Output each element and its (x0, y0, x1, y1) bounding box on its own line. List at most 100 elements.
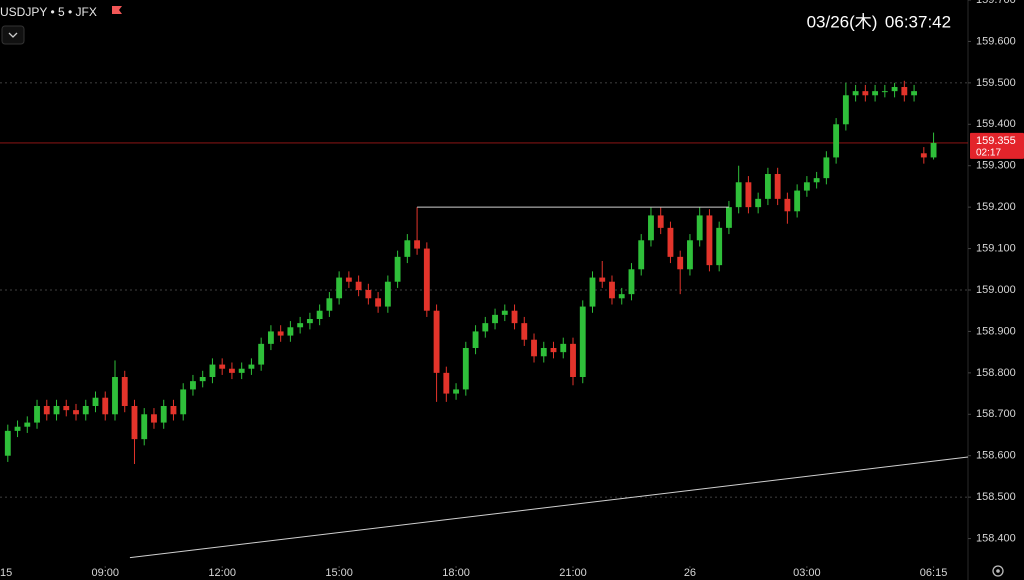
candle-body (462, 348, 469, 390)
candle-body (453, 389, 459, 394)
candle-body (82, 406, 89, 415)
clock: 06:37:42 (885, 12, 951, 31)
candle-body (881, 91, 888, 93)
candle-body (404, 240, 411, 257)
drawn-line (129, 456, 969, 559)
candle-body (735, 182, 742, 208)
candle-body (852, 91, 859, 96)
symbol: USDJPY • 5 • JFX (0, 5, 97, 19)
candle-body (482, 323, 489, 332)
candle-body (823, 157, 830, 179)
candle-body (316, 310, 323, 319)
candle-body (277, 331, 284, 336)
candle-body (102, 397, 109, 415)
candle-body (258, 343, 265, 365)
x-tick-label: 15 (0, 567, 12, 579)
y-tick-label: 158.700 (976, 408, 1016, 420)
candle-body (677, 256, 684, 270)
candle-body (267, 331, 274, 344)
candle-body (531, 339, 537, 357)
candle-body (842, 95, 849, 125)
x-tick-label: 26 (684, 567, 696, 579)
y-tick-label: 159.300 (976, 160, 1016, 172)
y-tick-label: 159.500 (976, 77, 1016, 89)
y-tick-label: 159.100 (976, 242, 1016, 254)
candle-body (394, 256, 401, 282)
candle-body (53, 406, 60, 415)
candle-body (764, 174, 771, 199)
candle-body (190, 381, 196, 390)
y-tick-label: 158.500 (976, 491, 1016, 503)
y-tick-label: 158.900 (976, 325, 1016, 337)
x-tick-label: 18:00 (442, 567, 470, 579)
candle-body (511, 310, 518, 324)
candle-body (433, 310, 440, 373)
candle-body (872, 91, 879, 96)
candle-body (43, 406, 50, 415)
candle-body (248, 364, 255, 369)
candle-body (657, 215, 664, 228)
settings-icon[interactable] (992, 565, 1004, 577)
candle-body (423, 248, 430, 311)
candle-body (472, 331, 479, 348)
candle-body (287, 327, 294, 336)
candle-body (355, 281, 362, 290)
candle-body (813, 178, 820, 183)
price-label-box (970, 132, 1024, 159)
candle-body (628, 269, 635, 295)
candle-body (726, 207, 732, 228)
candle-body (648, 215, 654, 241)
x-tick-label: 21:00 (559, 567, 587, 579)
candle-body (540, 348, 547, 357)
collapse-button[interactable] (1, 25, 25, 45)
candle-body (930, 142, 937, 158)
candle-body (160, 406, 167, 423)
candle-body (560, 343, 567, 353)
candle-body (599, 277, 606, 282)
candle-body (774, 174, 781, 199)
candle-body (170, 406, 177, 415)
flag-icon (112, 6, 122, 14)
candle-body (803, 182, 810, 191)
candle-body (687, 240, 693, 270)
settings-icon-center (996, 569, 1000, 573)
x-tick-label: 15:00 (325, 567, 353, 579)
candle-body (833, 124, 840, 158)
candle-body (414, 240, 421, 249)
x-tick-label: 03:00 (793, 567, 821, 579)
candle-body (794, 190, 801, 212)
candle-body (219, 364, 226, 369)
date: 03/26(木) (807, 12, 878, 31)
candle-body (891, 87, 898, 92)
y-tick-label: 158.800 (976, 367, 1016, 379)
candle-body (589, 277, 596, 307)
y-tick-label: 159.200 (976, 201, 1016, 213)
candle-body (199, 377, 206, 382)
chevron-icon (8, 32, 18, 38)
marks-layer (4, 80, 969, 559)
candle-body (492, 314, 498, 324)
candle-body (375, 298, 382, 307)
candle-body (501, 310, 508, 315)
candle-body (696, 215, 703, 241)
candle-body (901, 87, 908, 96)
candle-body (306, 319, 313, 324)
candle-body (141, 414, 148, 440)
candle-body (920, 153, 927, 158)
candle-body (297, 323, 304, 328)
candle-body (784, 198, 791, 212)
candle-body (63, 406, 70, 411)
candle-body (180, 389, 187, 415)
candle-body (345, 277, 352, 282)
candle-body (579, 306, 586, 377)
candle-body (911, 91, 918, 96)
y-tick-label: 159.700 (976, 0, 1016, 6)
candle-body (209, 364, 216, 377)
countdown: 02:17 (976, 148, 1001, 159)
candle-body (4, 430, 11, 456)
candle-body (745, 182, 752, 208)
candle-body (862, 91, 869, 96)
